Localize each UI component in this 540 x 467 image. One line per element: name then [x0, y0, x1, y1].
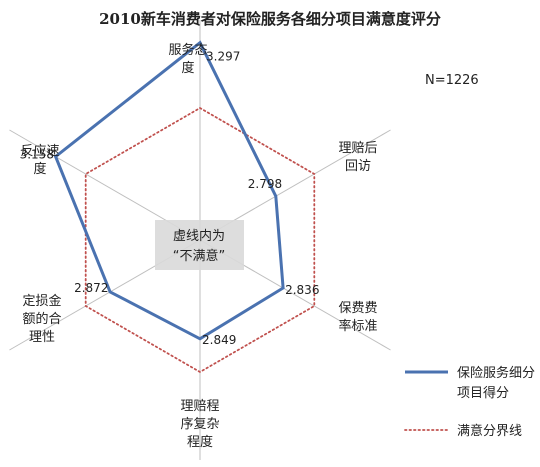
- category-label-line: 理性: [29, 330, 55, 345]
- legend-label: 满意分界线: [457, 423, 522, 439]
- note-line: 虚线内为: [173, 228, 225, 244]
- chart-title: 2010新车消费者对保险服务各细分项目满意度评分: [99, 10, 441, 28]
- value-label: 2.849: [202, 333, 236, 347]
- legend-label: 保险服务细分项目得分: [457, 365, 535, 401]
- legend-label-line: 满意分界线: [457, 423, 522, 439]
- category-label: 理赔后回访: [338, 141, 377, 174]
- category-label-line: 度: [181, 60, 194, 76]
- unsatisfied-note: 虚线内为 “不满意”: [155, 220, 244, 270]
- category-label-line: 服务态: [168, 42, 207, 58]
- note-line: “不满意”: [173, 248, 225, 264]
- category-label: 反应速度: [20, 143, 59, 177]
- value-label: 3.297: [206, 50, 240, 64]
- category-label-line: 程度: [187, 434, 213, 450]
- legend-label-line: 保险服务细分: [457, 365, 535, 381]
- value-labels: 3.297 2.798 2.836 2.849 2.872 3.158: [20, 50, 320, 347]
- category-label: 保费费率标准: [338, 301, 377, 334]
- legend-label-line: 项目得分: [457, 385, 509, 401]
- satisfaction-boundary-line: [84, 106, 316, 374]
- category-label-line: 序复杂: [180, 417, 219, 432]
- category-label-line: 理赔后: [338, 141, 377, 156]
- value-label: 2.836: [285, 283, 319, 297]
- category-label-line: 保费费: [338, 301, 377, 316]
- radar-series: [53, 40, 316, 374]
- category-label-line: 度: [33, 161, 46, 177]
- category-label-line: 理赔程: [180, 399, 219, 414]
- category-label-line: 回访: [345, 159, 371, 174]
- category-label: 服务态度: [168, 42, 207, 76]
- category-label-line: 定损金: [22, 293, 61, 309]
- category-label-line: 额的合: [22, 311, 61, 327]
- category-label-line: 反应速: [20, 143, 59, 159]
- radar-axes: [9, 20, 391, 460]
- score-series-line: [53, 40, 285, 341]
- note-background: [155, 220, 244, 270]
- value-label: 3.158: [20, 148, 54, 162]
- value-label: 2.798: [248, 177, 282, 191]
- sample-size-note: N=1226: [425, 73, 479, 88]
- category-label-line: 率标准: [338, 318, 377, 334]
- category-label: 定损金额的合理性: [22, 293, 61, 345]
- category-label: 理赔程序复杂程度: [180, 399, 219, 450]
- value-label: 2.872: [74, 281, 108, 295]
